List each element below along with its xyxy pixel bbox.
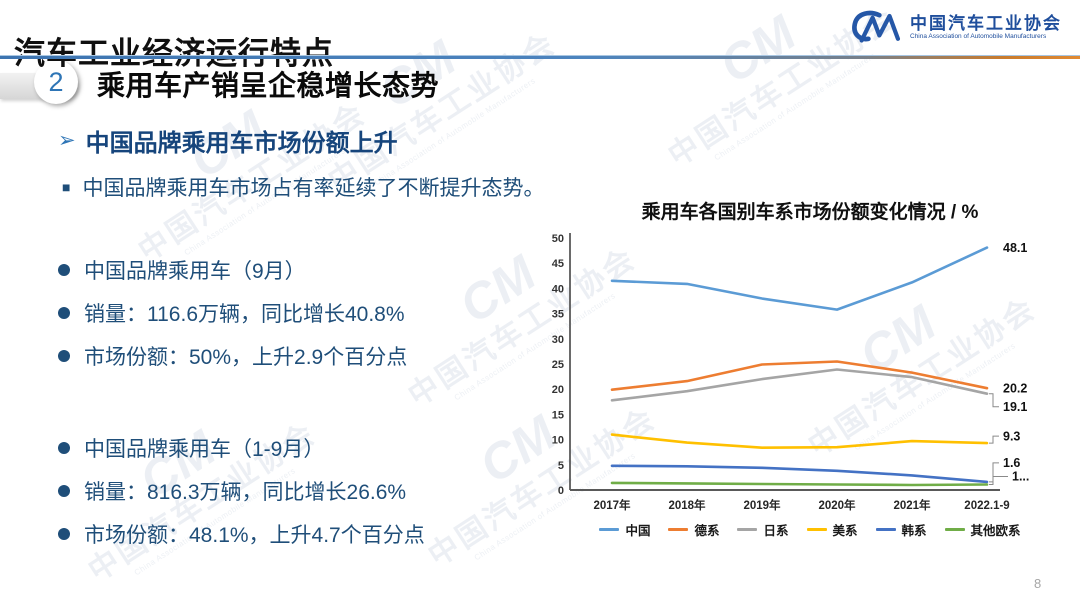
series-end-label: 48.1 <box>1003 241 1027 255</box>
legend-marker-icon <box>668 528 689 531</box>
svg-text:2019年: 2019年 <box>743 498 781 512</box>
section-number-badge: 2 <box>34 60 78 104</box>
stat-text: 销量：816.3万辆，同比增长26.6% <box>84 480 407 504</box>
svg-text:20: 20 <box>552 384 564 396</box>
watermark-subtext: China Association of Automobile Manufact… <box>712 51 878 163</box>
subsection-note-row: ■ 中国品牌乘用车市场占有率延续了不断提升态势。 <box>62 172 544 202</box>
chart-plot: 0 5 10 15 20 25 30 35 40 45 50 2017年 2018年 2019年 2020年… <box>552 233 1029 512</box>
legend-item: 中国 <box>599 520 650 539</box>
stat-row: 中国品牌乘用车（1-9月） <box>58 426 425 469</box>
svg-text:35: 35 <box>552 309 564 321</box>
page-title: 汽车工业经济运行特点 <box>14 35 334 71</box>
legend-label: 美系 <box>832 524 858 538</box>
svg-text:2020年: 2020年 <box>818 498 856 512</box>
caam-logo-icon <box>852 10 901 43</box>
legend-label: 日系 <box>763 524 789 538</box>
legend-label: 德系 <box>694 524 720 538</box>
series-end-label: 1.6 <box>1003 456 1020 470</box>
series-end-label: 9.3 <box>1003 429 1020 443</box>
stat-text: 市场份额：48.1%，上升4.7个百分点 <box>84 523 425 547</box>
subsection-note: 中国品牌乘用车市场占有率延续了不断提升态势。 <box>82 177 545 200</box>
watermark-mark: CM <box>709 4 806 94</box>
svg-text:45: 45 <box>552 258 564 270</box>
stat-row: 市场份额：48.1%，上升4.7个百分点 <box>58 512 425 555</box>
legend-marker-icon <box>599 528 620 531</box>
stats-block-jan-sep: 中国品牌乘用车（1-9月） 销量：816.3万辆，同比增长26.6% 市场份额：… <box>58 426 425 555</box>
svg-text:0: 0 <box>558 485 564 497</box>
legend-item: 美系 <box>806 520 858 539</box>
page-number: 8 <box>1034 576 1042 591</box>
legend-item: 德系 <box>668 520 719 539</box>
bullet-dot-icon <box>58 441 70 454</box>
legend-marker-icon <box>806 528 827 531</box>
legend-marker-icon <box>737 528 758 531</box>
svg-text:2018年: 2018年 <box>668 498 706 512</box>
stat-text: 销量：116.6万辆，同比增长40.8% <box>84 302 405 326</box>
legend-label: 其他欧系 <box>970 524 1021 538</box>
svg-text:2017年: 2017年 <box>593 498 631 512</box>
subsection-title-row: ➢ 中国品牌乘用车市场份额上升 <box>58 123 398 158</box>
section-heading: 乘用车产销呈企稳增长态势 <box>97 70 440 101</box>
stat-text: 市场份额：50%，上升2.9个百分点 <box>84 345 408 369</box>
series-end-label: 1... <box>1012 470 1029 484</box>
svg-text:30: 30 <box>552 334 564 346</box>
chart-legend: 中国 德系 日系 美系 韩系 其他欧系 <box>540 520 1080 539</box>
legend-marker-icon <box>875 528 896 531</box>
stat-text: 中国品牌乘用车（1-9月） <box>84 437 325 461</box>
svg-text:5: 5 <box>558 460 564 472</box>
logo-name-en: China Association of Automobile Manufact… <box>910 32 1047 40</box>
square-bullet-icon: ■ <box>62 179 71 195</box>
market-share-chart: 乘用车各国别车系市场份额变化情况 / % 0 5 10 15 20 25 30 35 40 45 5… <box>540 202 1080 539</box>
legend-item: 韩系 <box>875 520 927 539</box>
caam-logo-text: 中国汽车工业协会 China Association of Automobile… <box>910 14 1062 41</box>
stat-row: 销量：116.6万辆，同比增长40.8% <box>58 291 407 334</box>
svg-text:2021年: 2021年 <box>893 498 931 512</box>
series-end-label: 20.2 <box>1003 381 1027 395</box>
svg-text:40: 40 <box>552 283 564 295</box>
stat-row: 中国品牌乘用车（9月） <box>58 248 407 291</box>
svg-text:25: 25 <box>552 359 564 371</box>
stats-block-september: 中国品牌乘用车（9月） 销量：116.6万辆，同比增长40.8% 市场份额：50… <box>58 248 407 377</box>
bullet-dot-icon <box>58 306 70 319</box>
bullet-dot-icon <box>58 263 70 276</box>
legend-item: 日系 <box>737 520 789 539</box>
svg-text:50: 50 <box>552 233 564 245</box>
logo-name-cn: 中国汽车工业协会 <box>910 13 1062 33</box>
stat-row: 销量：816.3万辆，同比增长26.6% <box>58 469 425 512</box>
arrow-bullet-icon: ➢ <box>58 129 76 152</box>
legend-label: 韩系 <box>901 524 927 538</box>
bullet-dot-icon <box>58 484 70 497</box>
series-end-label: 19.1 <box>1003 400 1027 414</box>
svg-text:15: 15 <box>552 409 564 421</box>
stat-text: 中国品牌乘用车（9月） <box>84 259 306 283</box>
subsection-title: 中国品牌乘用车市场份额上升 <box>85 130 398 157</box>
legend-marker-icon <box>944 528 965 531</box>
svg-text:2022.1-9: 2022.1-9 <box>964 500 1009 512</box>
legend-item: 其他欧系 <box>944 520 1021 539</box>
legend-label: 中国 <box>625 524 651 538</box>
bullet-dot-icon <box>58 527 70 540</box>
chart-title: 乘用车各国别车系市场份额变化情况 / % <box>641 202 979 223</box>
stat-row: 市场份额：50%，上升2.9个百分点 <box>58 334 407 377</box>
svg-text:10: 10 <box>552 435 564 447</box>
bullet-dot-icon <box>58 349 70 362</box>
caam-logo: 中国汽车工业协会 China Association of Automobile… <box>849 8 1062 46</box>
header-divider <box>0 55 1080 59</box>
